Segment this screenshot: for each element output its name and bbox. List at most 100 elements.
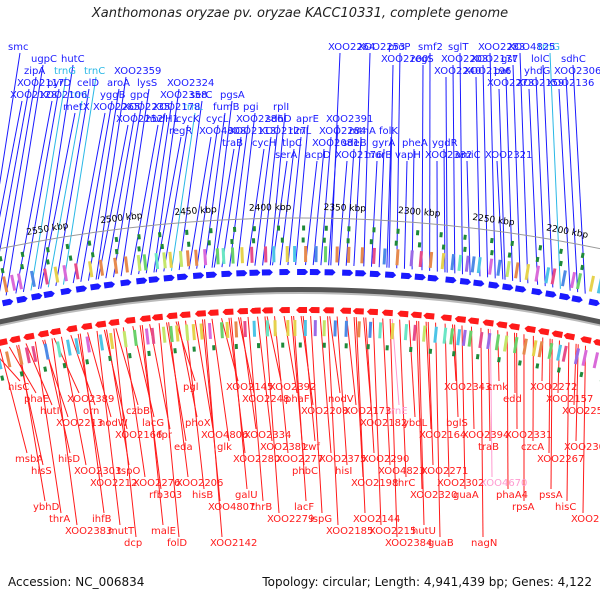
bottom-leader-line bbox=[293, 315, 307, 502]
bottom-leader-line bbox=[87, 332, 112, 418]
top-leader-line bbox=[130, 124, 159, 276]
forward-cog-block bbox=[570, 271, 577, 289]
forward-gene-arrow bbox=[1, 298, 14, 307]
feature-marker bbox=[538, 245, 543, 251]
reverse-gene-arrow bbox=[49, 327, 62, 336]
top-leader-line bbox=[459, 52, 463, 275]
forward-cog-block bbox=[136, 254, 142, 272]
bottom-gene-label: XOO2145 bbox=[226, 382, 273, 393]
feature-marker bbox=[62, 362, 67, 369]
feature-marker bbox=[90, 252, 95, 258]
bottom-gene-label: XOO2303 bbox=[74, 466, 121, 477]
feature-marker bbox=[475, 354, 480, 360]
reverse-cog-block bbox=[161, 326, 167, 343]
bottom-leader-line bbox=[319, 316, 332, 454]
top-leader-line bbox=[38, 64, 74, 290]
bottom-gene-label: XOO2142 bbox=[210, 538, 257, 549]
reverse-gene-arrow bbox=[124, 316, 136, 324]
reverse-gene-arrow bbox=[261, 307, 273, 314]
reverse-cog-block bbox=[378, 322, 383, 339]
bottom-gene-label: hutI bbox=[40, 406, 60, 417]
bottom-gene-label: XOO2198 bbox=[351, 478, 398, 489]
feature-marker bbox=[580, 252, 585, 259]
forward-gene-arrow bbox=[148, 276, 160, 283]
bottom-gene-label: ihfB bbox=[92, 514, 112, 525]
forward-cog-block bbox=[470, 256, 476, 273]
forward-gene-arrow bbox=[16, 295, 28, 304]
bottom-gene-label: trnE bbox=[387, 406, 408, 417]
bottom-leader-line bbox=[139, 325, 162, 490]
top-gene-label: XOO2235 bbox=[123, 102, 170, 113]
bottom-gene-label: thrA bbox=[49, 514, 70, 525]
bottom-leader-line bbox=[240, 317, 257, 430]
forward-gene-arrow bbox=[0, 301, 1, 310]
bottom-gene-label: lacF bbox=[294, 502, 314, 513]
forward-cog-block bbox=[2, 276, 9, 293]
feature-marker bbox=[394, 240, 398, 246]
top-leader-line bbox=[388, 64, 394, 268]
feature-marker bbox=[20, 263, 25, 270]
top-leader-line bbox=[72, 112, 106, 284]
feature-marker bbox=[147, 350, 151, 357]
reverse-cog-block bbox=[390, 323, 395, 340]
kbp-label: 2300 kbp bbox=[398, 206, 441, 219]
forward-gene-arrow bbox=[355, 270, 367, 277]
top-leader-line bbox=[363, 52, 371, 267]
bottom-gene-label: XOO2215 bbox=[369, 526, 416, 537]
top-leader-line bbox=[312, 148, 325, 266]
bottom-leader-line bbox=[291, 315, 305, 466]
reverse-gene-arrow bbox=[467, 317, 480, 325]
bottom-leader-line bbox=[550, 339, 553, 490]
bottom-leader-line bbox=[454, 324, 459, 418]
forward-gene-arrow bbox=[279, 269, 291, 276]
forward-gene-arrow bbox=[400, 272, 413, 280]
reverse-gene-arrow bbox=[482, 319, 494, 327]
feature-marker bbox=[559, 248, 563, 255]
reverse-cog-block bbox=[85, 336, 91, 353]
bottom-gene-label: XOO2392 bbox=[269, 382, 316, 393]
bottom-gene-label: guaA bbox=[453, 490, 479, 501]
bottom-leader-line bbox=[327, 316, 339, 526]
reverse-cog-block bbox=[184, 324, 190, 341]
forward-gene-arrow bbox=[414, 273, 426, 281]
reverse-gene-arrow bbox=[366, 308, 379, 316]
top-gene-label: serA bbox=[275, 150, 297, 161]
forward-cog-block bbox=[203, 249, 208, 266]
feature-marker bbox=[490, 249, 494, 256]
bottom-leader-line bbox=[105, 329, 130, 466]
bottom-gene-label: phaE bbox=[24, 394, 49, 405]
forward-gene-arrow bbox=[163, 274, 175, 282]
bottom-gene-label: XOO2212 bbox=[90, 478, 137, 489]
forward-cog-block bbox=[575, 273, 583, 290]
reverse-cog-block bbox=[503, 335, 509, 352]
bottom-gene-label: thrC bbox=[394, 478, 415, 489]
top-leader-line bbox=[330, 52, 341, 266]
forward-gene-arrow bbox=[176, 273, 189, 281]
bottom-gene-label: XOO2343 bbox=[444, 382, 491, 393]
reverse-gene-arrow bbox=[37, 329, 50, 338]
bottom-leader-line bbox=[382, 318, 391, 466]
forward-gene-arrow bbox=[384, 271, 397, 279]
bottom-gene-label: phoX bbox=[185, 418, 211, 429]
feature-marker bbox=[276, 225, 281, 231]
feature-marker bbox=[372, 227, 376, 233]
feature-marker bbox=[234, 343, 238, 350]
bottom-gene-label: galU bbox=[235, 490, 258, 501]
top-gene-label: XOO2159 bbox=[517, 78, 564, 89]
forward-cog-block bbox=[335, 246, 339, 263]
reverse-cog-block bbox=[225, 321, 230, 338]
kbp-label: 2550 kbp bbox=[26, 221, 70, 238]
reverse-gene-arrow bbox=[249, 307, 261, 314]
reverse-cog-block bbox=[31, 345, 38, 363]
bottom-leader-line bbox=[16, 345, 44, 466]
reverse-cog-block bbox=[56, 341, 62, 358]
forward-cog-block bbox=[534, 265, 541, 282]
bottom-gene-label: XOO2383 bbox=[65, 526, 112, 537]
reverse-gene-arrow bbox=[352, 308, 364, 315]
top-gene-label: cycL bbox=[206, 114, 229, 125]
reverse-gene-arrow bbox=[94, 320, 107, 328]
bottom-gene-label: pgl bbox=[183, 382, 198, 393]
feature-marker bbox=[452, 351, 456, 357]
reverse-cog-block bbox=[461, 329, 467, 346]
